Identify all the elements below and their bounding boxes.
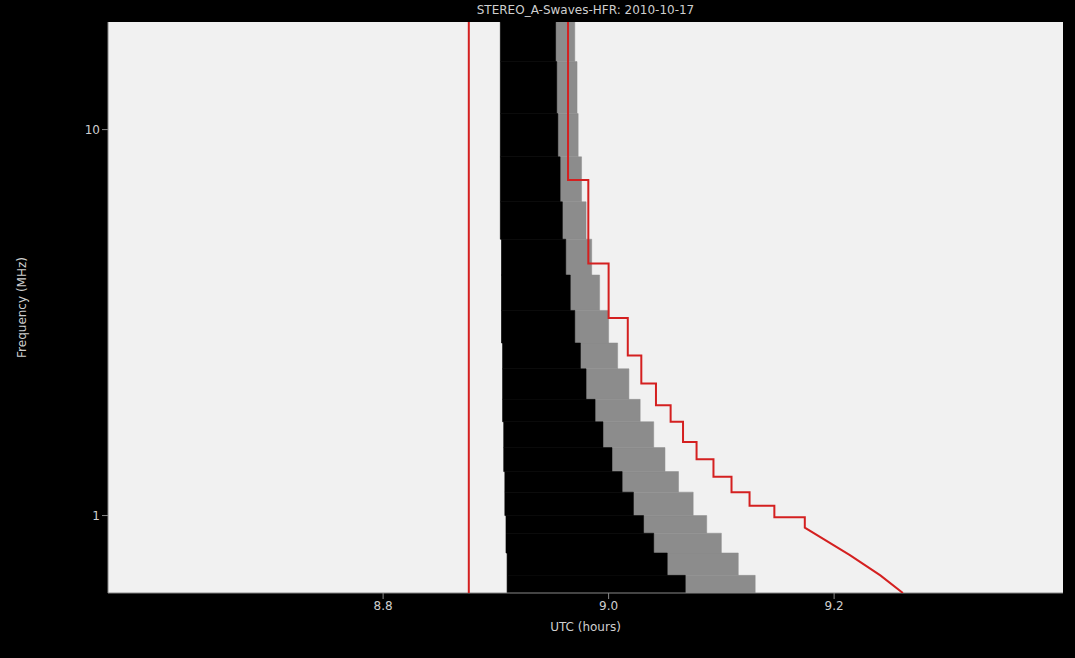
svg-text:9.0: 9.0 — [599, 599, 618, 613]
svg-text:8.8: 8.8 — [374, 599, 393, 613]
html-text:STEREO_A-Swaves-HFR: 2010-10-1: STEREO_A-Swaves-HFR: 2010-10-17 — [476, 3, 695, 17]
svg-text:10: 10 — [85, 123, 100, 137]
svg-text:1: 1 — [92, 509, 100, 523]
svg-text:UTC (hours): UTC (hours) — [550, 620, 621, 634]
svg-text:9.2: 9.2 — [825, 599, 844, 613]
svg-text:Frequency (MHz): Frequency (MHz) — [15, 257, 29, 358]
